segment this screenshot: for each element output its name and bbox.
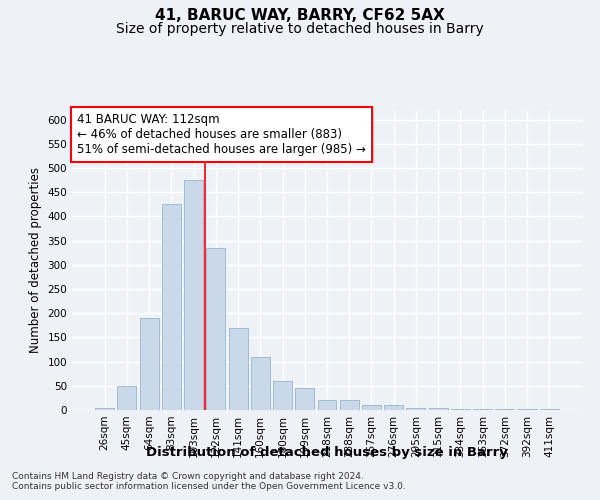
Bar bbox=[295, 388, 314, 410]
Bar bbox=[273, 381, 292, 410]
Text: Contains public sector information licensed under the Open Government Licence v3: Contains public sector information licen… bbox=[12, 482, 406, 491]
Bar bbox=[140, 318, 158, 410]
Bar bbox=[340, 400, 359, 410]
Bar bbox=[406, 408, 425, 410]
Bar bbox=[384, 405, 403, 410]
Bar bbox=[473, 409, 492, 410]
Text: 41 BARUC WAY: 112sqm
← 46% of detached houses are smaller (883)
51% of semi-deta: 41 BARUC WAY: 112sqm ← 46% of detached h… bbox=[77, 113, 366, 156]
Text: Size of property relative to detached houses in Barry: Size of property relative to detached ho… bbox=[116, 22, 484, 36]
Bar bbox=[162, 204, 181, 410]
Bar bbox=[429, 408, 448, 410]
Bar bbox=[540, 409, 559, 410]
Bar bbox=[118, 386, 136, 410]
Text: Distribution of detached houses by size in Barry: Distribution of detached houses by size … bbox=[146, 446, 508, 459]
Bar bbox=[251, 357, 270, 410]
Bar bbox=[184, 180, 203, 410]
Bar bbox=[518, 409, 536, 410]
Bar bbox=[317, 400, 337, 410]
Text: 41, BARUC WAY, BARRY, CF62 5AX: 41, BARUC WAY, BARRY, CF62 5AX bbox=[155, 8, 445, 22]
Bar bbox=[95, 408, 114, 410]
Bar bbox=[206, 248, 225, 410]
Text: Contains HM Land Registry data © Crown copyright and database right 2024.: Contains HM Land Registry data © Crown c… bbox=[12, 472, 364, 481]
Bar bbox=[362, 405, 381, 410]
Y-axis label: Number of detached properties: Number of detached properties bbox=[29, 167, 42, 353]
Bar bbox=[229, 328, 248, 410]
Bar bbox=[496, 409, 514, 410]
Bar bbox=[451, 409, 470, 410]
